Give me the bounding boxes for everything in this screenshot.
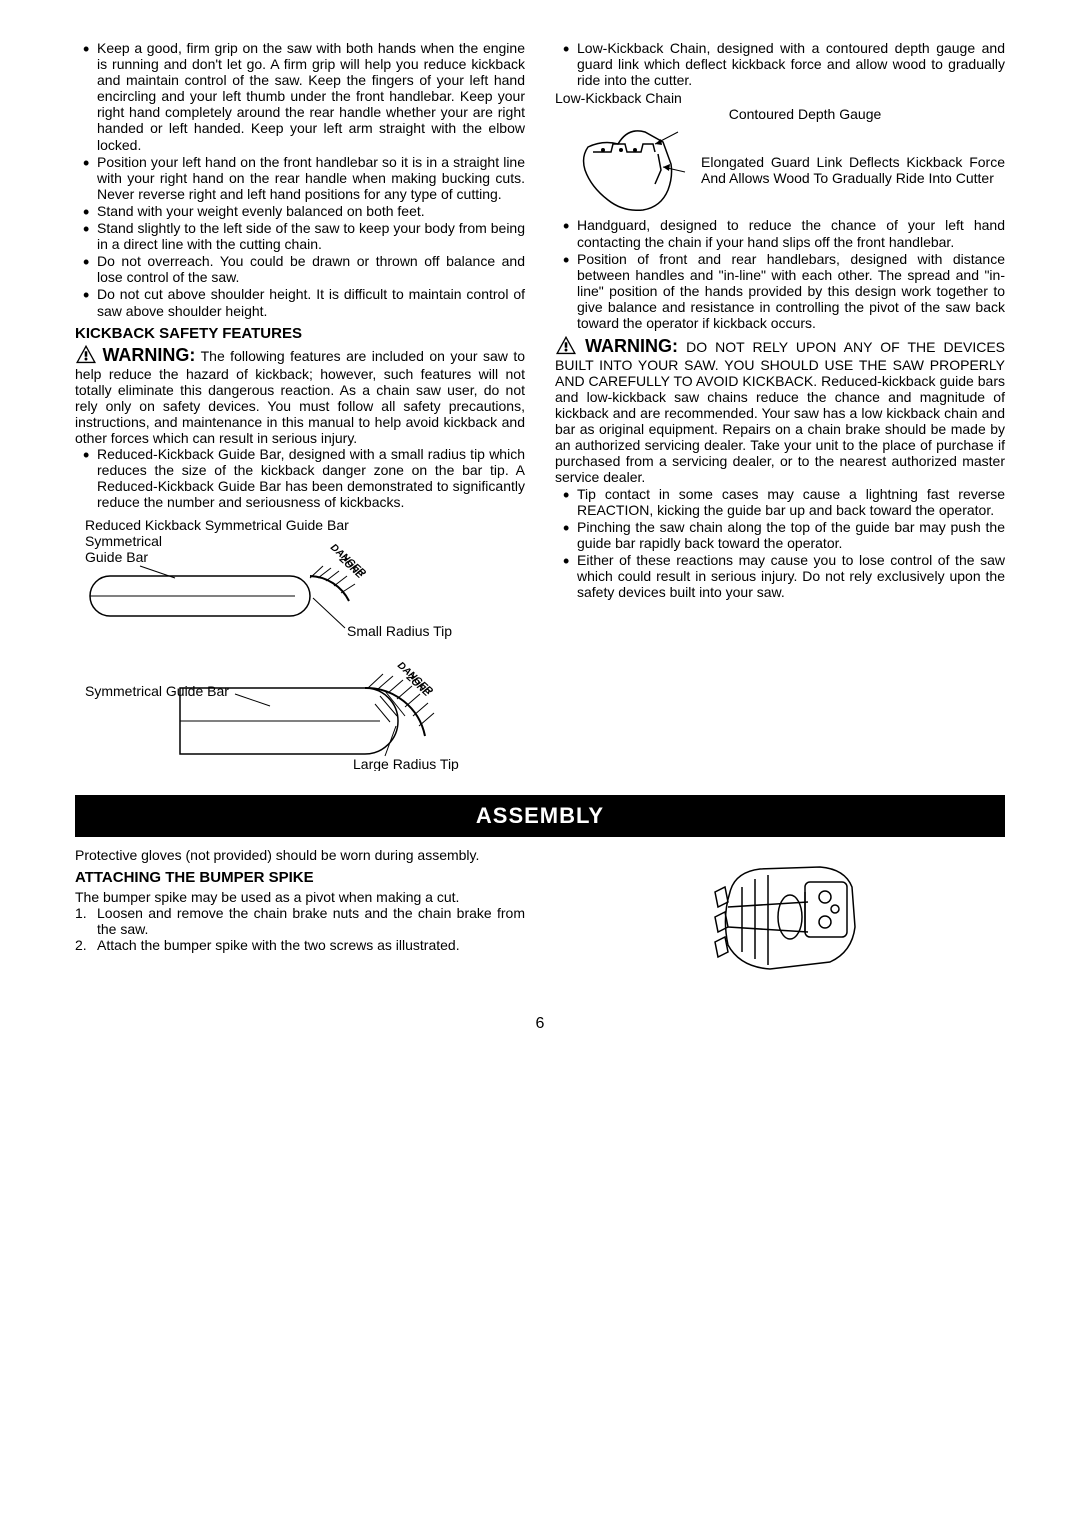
safety-bullets: Keep a good, firm grip on the saw with b… <box>75 40 525 319</box>
bumper-spike-illustration-icon <box>680 857 880 982</box>
bullet-item: Reduced-Kickback Guide Bar, designed wit… <box>97 446 525 510</box>
page-number: 6 <box>75 1015 1005 1033</box>
diagram1-label-top: Reduced Kickback Symmetrical Guide Bar <box>85 517 349 533</box>
bullet-item: Do not cut above shoulder height. It is … <box>97 286 525 318</box>
chain-diagram: Elongated Guard Link Deflects Kickback F… <box>555 122 1005 217</box>
left-column: Keep a good, firm grip on the saw with b… <box>75 40 525 777</box>
assembly-section-bar: ASSEMBLY <box>75 795 1005 837</box>
chain-caption-top: Contoured Depth Gauge <box>555 106 1005 122</box>
feature-bullets-right: Low-Kickback Chain, designed with a cont… <box>555 40 1005 88</box>
svg-text:Guide Bar: Guide Bar <box>85 549 148 565</box>
bumper-sub: The bumper spike may be used as a pivot … <box>75 889 525 905</box>
feature-bullets: Reduced-Kickback Guide Bar, designed wit… <box>75 446 525 510</box>
diagram2-label-left: Symmetrical Guide Bar <box>85 683 229 699</box>
bullet-item: Position of front and rear handlebars, d… <box>577 251 1005 331</box>
warning-triangle-icon <box>555 335 577 355</box>
bumper-heading: ATTACHING THE BUMPER SPIKE <box>75 869 525 886</box>
kickback-heading: KICKBACK SAFETY FEATURES <box>75 325 525 342</box>
chain-link-icon <box>573 122 693 217</box>
assembly-intro: Protective gloves (not provided) should … <box>75 847 525 863</box>
guide-bar-diagram: Reduced Kickback Symmetrical Guide Bar S… <box>75 516 525 771</box>
warning-paragraph-2: WARNING: DO NOT RELY UPON ANY OF THE DEV… <box>555 335 1005 485</box>
assembly-steps: Loosen and remove the chain brake nuts a… <box>75 905 525 953</box>
warning-label: WARNING: <box>102 345 195 365</box>
diagram1-tip-label: Small Radius Tip <box>347 623 452 639</box>
warning-paragraph: WARNING: The following features are incl… <box>75 344 525 446</box>
warning-label: WARNING: <box>585 336 678 356</box>
bullet-item: Low-Kickback Chain, designed with a cont… <box>577 40 1005 88</box>
chain-caption-side: Elongated Guard Link Deflects Kickback F… <box>701 154 1005 186</box>
assembly-left: Protective gloves (not provided) should … <box>75 847 525 995</box>
bullet-item: Tip contact in some cases may cause a li… <box>577 486 1005 518</box>
right-column: Low-Kickback Chain, designed with a cont… <box>555 40 1005 777</box>
chain-diagram-title: Low-Kickback Chain <box>555 90 1005 106</box>
step-item: Attach the bumper spike with the two scr… <box>97 937 525 953</box>
bullet-item: Do not overreach. You could be drawn or … <box>97 253 525 285</box>
warning-triangle-icon <box>75 344 97 364</box>
warning-text: DO NOT RELY UPON ANY OF THE DEVICES BUIL… <box>555 339 1005 485</box>
reaction-bullets: Tip contact in some cases may cause a li… <box>555 486 1005 601</box>
bullet-item: Either of these reactions may cause you … <box>577 552 1005 600</box>
svg-text:Symmetrical: Symmetrical <box>85 533 162 549</box>
bullet-item: Keep a good, firm grip on the saw with b… <box>97 40 525 153</box>
bullet-item: Stand with your weight evenly balanced o… <box>97 203 525 219</box>
step-item: Loosen and remove the chain brake nuts a… <box>97 905 525 937</box>
diagram2-tip-label: Large Radius Tip <box>353 756 459 771</box>
feature-bullets-mid: Handguard, designed to reduce the chance… <box>555 217 1005 331</box>
bullet-item: Stand slightly to the left side of the s… <box>97 220 525 252</box>
assembly-right <box>555 847 1005 995</box>
bullet-item: Pinching the saw chain along the top of … <box>577 519 1005 551</box>
bullet-item: Position your left hand on the front han… <box>97 154 525 202</box>
bullet-item: Handguard, designed to reduce the chance… <box>577 217 1005 249</box>
